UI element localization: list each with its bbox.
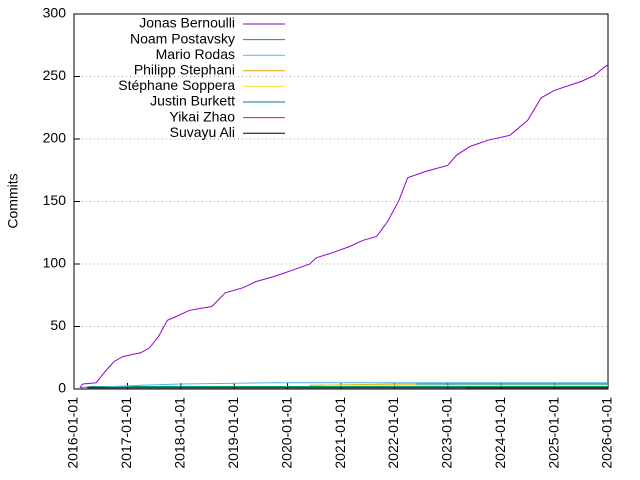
x-tick-label: 2020-01-01 [278, 397, 294, 469]
y-tick-label: 50 [50, 317, 66, 333]
x-tick-label: 2022-01-01 [385, 397, 401, 469]
x-tick-label: 2021-01-01 [332, 397, 348, 469]
x-tick-label: 2016-01-01 [65, 397, 81, 469]
series-line [79, 64, 608, 389]
x-tick-label: 2025-01-01 [545, 397, 561, 469]
legend-label: Yikai Zhao [169, 108, 235, 124]
y-tick-label: 100 [43, 255, 67, 271]
legend-label: Jonas Bernoulli [139, 15, 235, 31]
x-tick-label: 2026-01-01 [599, 397, 615, 469]
y-tick-label: 150 [43, 192, 67, 208]
y-tick-label: 250 [43, 67, 67, 83]
legend-label: Suvayu Ali [170, 124, 235, 140]
series-line [82, 382, 608, 389]
x-tick-label: 2019-01-01 [225, 397, 241, 469]
plot-border [73, 13, 609, 390]
y-tick-label: 200 [43, 130, 67, 146]
y-axis-title: Commits [5, 173, 21, 228]
y-tick-label: 300 [43, 5, 67, 21]
legend-label: Justin Burkett [150, 93, 235, 109]
legend-label: Stéphane Soppera [118, 77, 235, 93]
y-tick-label: 0 [58, 380, 66, 396]
legend-label: Mario Rodas [156, 46, 235, 62]
x-tick-label: 2024-01-01 [492, 397, 508, 469]
x-tick-label: 2023-01-01 [438, 397, 454, 469]
x-tick-label: 2018-01-01 [172, 397, 188, 469]
legend-label: Philipp Stephani [134, 62, 235, 78]
x-tick-label: 2017-01-01 [118, 397, 134, 469]
legend-label: Noam Postavsky [130, 30, 235, 46]
